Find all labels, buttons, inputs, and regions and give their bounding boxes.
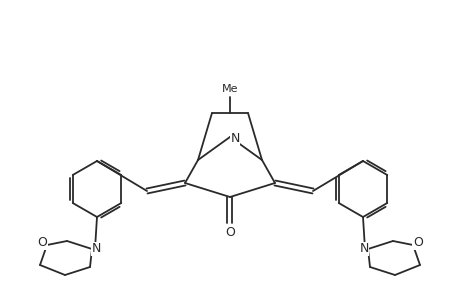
Text: O: O — [37, 236, 47, 250]
Text: O: O — [224, 226, 235, 239]
Text: N: N — [91, 242, 101, 256]
Text: Me: Me — [221, 84, 238, 94]
Text: O: O — [412, 236, 422, 250]
Text: N: N — [230, 133, 239, 146]
Text: N: N — [358, 242, 368, 256]
